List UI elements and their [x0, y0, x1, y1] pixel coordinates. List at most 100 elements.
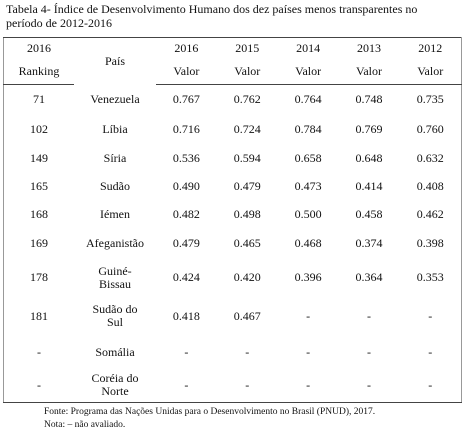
row: 181 Sudão do Sul 0.418 0.467 - - - — [4, 297, 462, 336]
header-cell: 2015 — [235, 41, 260, 56]
country: Coréia do Norte — [91, 371, 139, 399]
header-cell: Ranking — [3, 59, 74, 85]
cell: 0.396 — [294, 270, 322, 284]
cell: 0.420 — [233, 270, 261, 284]
cell: 0.735 — [416, 92, 444, 107]
cell: Somália — [74, 336, 156, 369]
cell: 0.479 — [233, 179, 261, 193]
header-row: 2016 País 2016 2015 2014 2013 2012 — [4, 38, 462, 68]
cell: 0.762 — [233, 92, 261, 107]
cell: 0.482 — [172, 207, 200, 221]
cell: 0.468 — [294, 236, 322, 250]
table: 2016 País 2016 2015 2014 2013 2012 Ranking V… — [3, 37, 462, 403]
cell: 0.658 — [294, 151, 322, 165]
cell: Afeganistão — [74, 229, 156, 259]
cell: 0.648 — [355, 151, 383, 165]
cell: - — [184, 377, 189, 392]
cell: 0.467 — [233, 308, 261, 323]
cell: 0.414 — [355, 179, 383, 193]
header-row: Ranking Valor Valor Valor Valor Valor — [3, 59, 462, 85]
country: Venezuela — [90, 92, 140, 106]
cell: Sudão do Sul — [74, 297, 156, 336]
country: Sudão do Sul — [92, 302, 138, 329]
cell: 0.760 — [416, 122, 444, 136]
cell: 0.364 — [355, 270, 383, 284]
row: - Coréia do Norte - - - - - — [4, 369, 462, 403]
cell: 0.716 — [172, 122, 200, 136]
cell: - — [245, 344, 250, 359]
country: Afeganistão — [86, 236, 144, 250]
cell: 0.374 — [355, 236, 383, 250]
header-cell: 2016 — [174, 41, 199, 56]
row: 178 Guiné-Bissau 0.424 0.420 0.396 0.364 0.353 — [4, 259, 462, 297]
cell: 0.769 — [355, 122, 383, 136]
row: 71 Venezuela 0.767 0.762 0.764 0.748 0.735 — [4, 85, 462, 115]
cell: - — [184, 344, 189, 359]
cell: 0.632 — [416, 151, 444, 165]
cell: Iémen — [74, 201, 156, 229]
cell: 0.473 — [294, 179, 322, 193]
cell: - — [245, 377, 250, 392]
caption: Tabela 4- Índice de Desenvolvimento Huma… — [6, 2, 418, 30]
cell: Venezuela — [74, 85, 156, 115]
header-cell: Valor — [399, 59, 462, 85]
country: Guiné-Bissau — [98, 263, 132, 291]
cell: 0.536 — [172, 151, 200, 165]
cell: Coréia do Norte — [74, 369, 156, 403]
cell: - — [367, 344, 371, 359]
cell: 0.458 — [355, 207, 383, 221]
row: 102 Líbia 0.716 0.724 0.784 0.769 0.760 — [4, 115, 462, 145]
header-cell: Valor — [216, 59, 278, 85]
cell: 0.398 — [416, 236, 444, 250]
cell: 0.594 — [233, 151, 261, 165]
cell: - — [37, 377, 41, 392]
row: - Somália - - - - - — [4, 336, 462, 369]
cell: 0.424 — [172, 270, 200, 284]
cell: 0.408 — [416, 179, 444, 193]
cell: 169 — [30, 236, 48, 250]
cell: - — [428, 308, 433, 323]
country: Iémen — [100, 207, 130, 221]
cell: 165 — [30, 179, 48, 193]
cell: 0.490 — [172, 179, 200, 193]
header-cell: Valor — [338, 59, 400, 85]
header-cell: País — [104, 53, 125, 68]
country: Líbia — [102, 122, 128, 136]
row: 149 Síria 0.536 0.594 0.658 0.648 0.632 — [4, 145, 462, 173]
header-cell: Valor — [156, 59, 217, 85]
cell: 0.353 — [416, 270, 444, 284]
cell: 0.500 — [294, 207, 322, 221]
footer: Fonte: Programa das Nações Unidas para o… — [44, 406, 375, 432]
cell: Sudão — [74, 173, 156, 201]
cell: - — [306, 344, 311, 359]
cell: 0.748 — [355, 92, 383, 107]
cell: 168 — [30, 207, 48, 221]
cell: Síria — [74, 145, 156, 173]
cell: - — [428, 344, 433, 359]
header-cell: 2016 — [27, 41, 51, 56]
row: 168 Iémen 0.482 0.498 0.500 0.458 0.462 — [4, 201, 462, 229]
row: 165 Sudão 0.490 0.479 0.473 0.414 0.408 — [4, 173, 462, 201]
source: Fonte: Programa das Nações Unidas para o… — [44, 407, 376, 417]
cell: 0.498 — [233, 207, 261, 221]
row: 169 Afeganistão 0.479 0.465 0.468 0.374 0.398 — [4, 229, 462, 259]
cell: 0.784 — [294, 122, 322, 136]
cell: - — [37, 344, 41, 359]
cell: 0.462 — [416, 207, 444, 221]
cell: 71 — [33, 92, 45, 107]
cell: 0.465 — [233, 236, 261, 250]
country: Somália — [95, 344, 135, 359]
cell: 149 — [30, 151, 48, 165]
header-cell: 2014 — [296, 41, 321, 56]
cell: 0.767 — [172, 92, 200, 107]
cell: - — [367, 377, 371, 392]
cell: 178 — [30, 270, 48, 284]
country: Sudão — [100, 179, 130, 193]
cell: - — [367, 308, 371, 323]
cell: 0.479 — [172, 236, 200, 250]
cell: Guiné-Bissau — [74, 259, 156, 297]
header-cell: Valor — [277, 59, 339, 85]
header-cell: 2013 — [357, 41, 381, 56]
cell: 0.724 — [233, 122, 261, 136]
